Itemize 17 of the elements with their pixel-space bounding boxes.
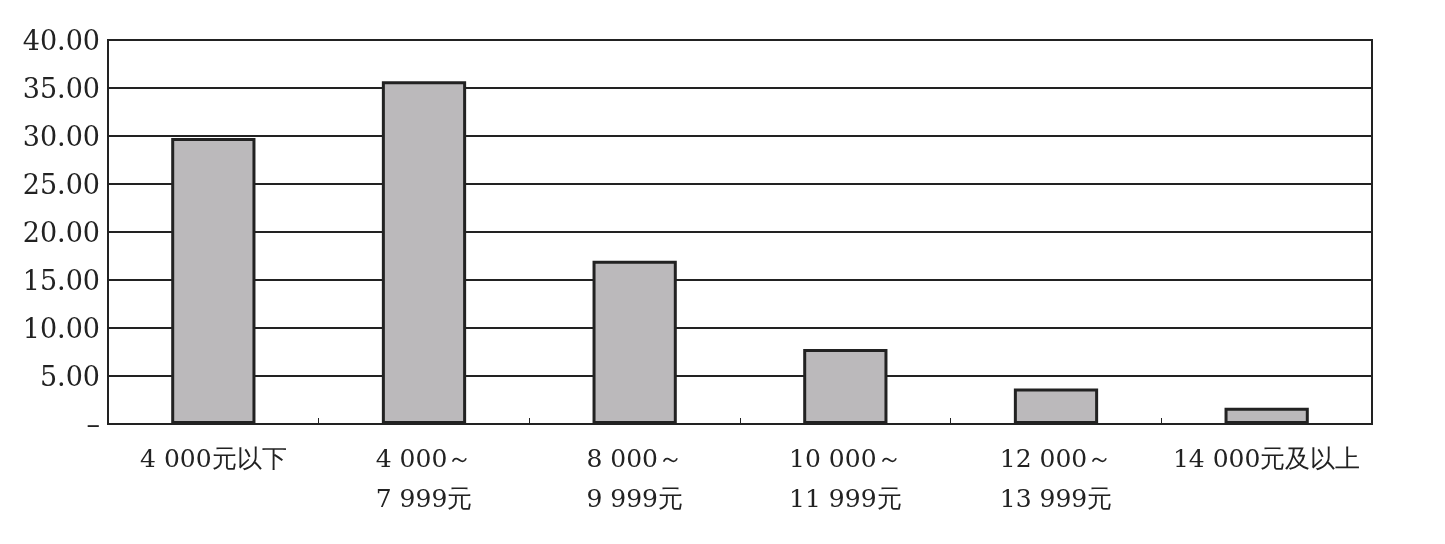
y-tick-label: 5.00 (39, 360, 100, 392)
y-tick-label: 20.00 (22, 216, 100, 248)
bar (1013, 388, 1099, 424)
bar (1224, 407, 1309, 424)
y-tick-label: 40.00 (22, 24, 100, 56)
x-tick-label: 10 000～ 11 999元 (789, 443, 902, 513)
y-tick-label: 10.00 (22, 312, 100, 344)
y-tick-label: 30.00 (22, 120, 100, 152)
x-tick-label: 4 000～ 7 999元 (375, 443, 473, 513)
x-tick-label: 4 000元以下 (140, 443, 287, 473)
y-tick-label: 15.00 (22, 264, 100, 296)
x-tick-label: 12 000～ 13 999元 (999, 443, 1113, 513)
x-tick-label: 8 000～ 9 999元 (586, 443, 683, 513)
x-tick-label: 14 000元及以上 (1172, 443, 1361, 473)
y-tick-label: – (86, 408, 100, 440)
y-tick-label: 25.00 (22, 168, 100, 200)
y-tick-label: 35.00 (22, 72, 100, 104)
